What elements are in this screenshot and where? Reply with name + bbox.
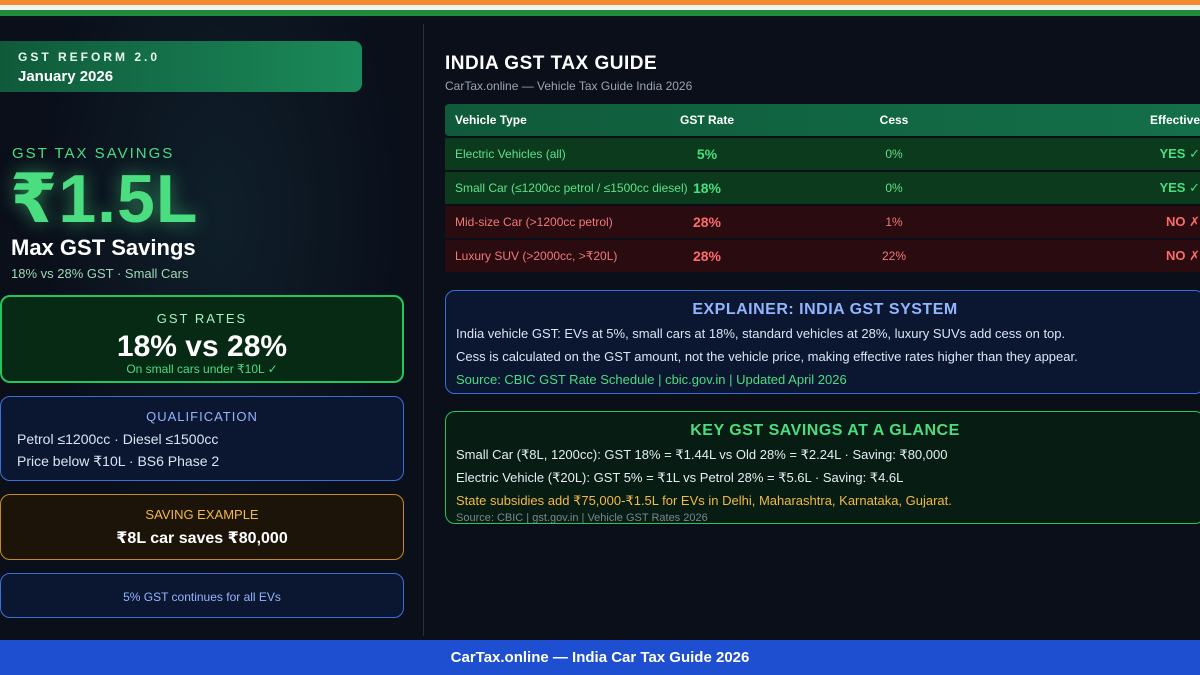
reform-badge: GST REFORM 2.0 January 2026 <box>0 41 362 92</box>
explainer-line: Cess is calculated on the GST amount, no… <box>456 349 1078 364</box>
badge-date: January 2026 <box>18 68 114 85</box>
gst-rate-cell: 5% <box>696 146 718 162</box>
cess-cell: 0% <box>885 147 903 161</box>
page-title: INDIA GST TAX GUIDE <box>445 53 658 74</box>
panel-divider <box>423 24 424 636</box>
page-subtitle: CarTax.online — Vehicle Tax Guide India … <box>445 79 693 93</box>
savings-amount: ₹1.5L <box>10 161 199 237</box>
explainer-box: EXPLAINER: INDIA GST SYSTEM India vehicl… <box>445 290 1200 394</box>
table-row: Small Car (≤1200cc petrol / ≤1500cc dies… <box>445 172 1200 204</box>
vehicle-type-cell: Luxury SUV (>2000cc, >₹20L) <box>455 249 618 263</box>
ev-note-card: 5% GST continues for all EVs <box>0 573 404 618</box>
cess-cell: 22% <box>881 249 907 263</box>
vehicle-type-cell: Electric Vehicles (all) <box>455 147 566 161</box>
flag-stripe <box>0 0 1200 16</box>
saffron-stripe <box>0 0 1200 5</box>
vehicle-type-cell: Mid-size Car (>1200cc petrol) <box>455 215 613 229</box>
saving-example-label: SAVING EXAMPLE <box>145 507 259 522</box>
explainer-source: Source: CBIC GST Rate Schedule | cbic.go… <box>456 372 847 387</box>
savings-title: Max GST Savings <box>11 235 196 260</box>
cess-cell: 0% <box>885 181 903 195</box>
green-stripe <box>0 10 1200 16</box>
gst-rates-note: On small cars under ₹10L ✓ <box>126 362 278 376</box>
explainer-title: EXPLAINER: INDIA GST SYSTEM <box>692 301 958 318</box>
column-header: GST Rate <box>679 113 734 127</box>
qualification-line: Petrol ≤1200cc · Diesel ≤1500cc <box>17 431 219 447</box>
ev-note-text: 5% GST continues for all EVs <box>123 590 281 604</box>
table-row: Luxury SUV (>2000cc, >₹20L) 28% 22% NO ✗ <box>445 240 1200 272</box>
key-savings-highlight: State subsidies add ₹75,000-₹1.5L for EV… <box>456 493 952 508</box>
table-row: Mid-size Car (>1200cc petrol) 28% 1% NO … <box>445 206 1200 238</box>
gst-rates-value: 18% vs 28% <box>116 330 288 363</box>
vehicle-type-cell: Small Car (≤1200cc petrol / ≤1500cc dies… <box>455 181 688 195</box>
saving-example-value: ₹8L car saves ₹80,000 <box>116 530 288 547</box>
gst-rate-cell: 18% <box>692 180 722 196</box>
column-header: Effective <box>1149 113 1200 127</box>
table-header-row: Vehicle Type GST Rate Cess Effective <box>445 104 1200 136</box>
effective-cell: NO ✗ <box>1165 248 1200 263</box>
effective-cell: YES ✓ <box>1159 146 1200 161</box>
table-row: Electric Vehicles (all) 5% 0% YES ✓ <box>445 138 1200 170</box>
key-savings-line: Small Car (₹8L, 1200cc): GST 18% = ₹1.44… <box>456 447 948 462</box>
gst-rate-cell: 28% <box>692 214 722 230</box>
qualification-card: QUALIFICATION Petrol ≤1200cc · Diesel ≤1… <box>0 396 404 481</box>
gst-rates-label: GST RATES <box>156 311 248 326</box>
gst-rate-cell: 28% <box>692 248 722 264</box>
gst-rates-card: GST RATES 18% vs 28% On small cars under… <box>0 295 404 383</box>
effective-cell: YES ✓ <box>1159 180 1200 195</box>
column-header: Cess <box>879 113 909 127</box>
qualification-label: QUALIFICATION <box>146 409 258 424</box>
saving-example-card: SAVING EXAMPLE ₹8L car saves ₹80,000 <box>0 494 404 560</box>
effective-cell: NO ✗ <box>1165 214 1200 229</box>
white-stripe <box>0 5 1200 10</box>
savings-subtitle: 18% vs 28% GST · Small Cars <box>11 266 189 281</box>
gst-rate-table: Vehicle Type GST Rate Cess Effective Ele… <box>445 104 1200 274</box>
explainer-line: India vehicle GST: EVs at 5%, small cars… <box>456 326 1066 341</box>
badge-kicker: GST REFORM 2.0 <box>18 50 161 64</box>
key-savings-box: KEY GST SAVINGS AT A GLANCE Small Car (₹… <box>445 411 1200 524</box>
savings-kicker: GST TAX SAVINGS <box>12 145 175 162</box>
key-savings-line: Electric Vehicle (₹20L): GST 5% = ₹1L vs… <box>456 470 904 485</box>
key-savings-title: KEY GST SAVINGS AT A GLANCE <box>690 422 960 439</box>
qualification-line: Price below ₹10L · BS6 Phase 2 <box>17 453 220 469</box>
key-savings-source: Source: CBIC | gst.gov.in | Vehicle GST … <box>456 512 708 524</box>
cess-cell: 1% <box>885 215 903 229</box>
column-header: Vehicle Type <box>455 113 527 127</box>
footer-banner: CarTax.online — India Car Tax Guide 2026 <box>0 640 1200 675</box>
